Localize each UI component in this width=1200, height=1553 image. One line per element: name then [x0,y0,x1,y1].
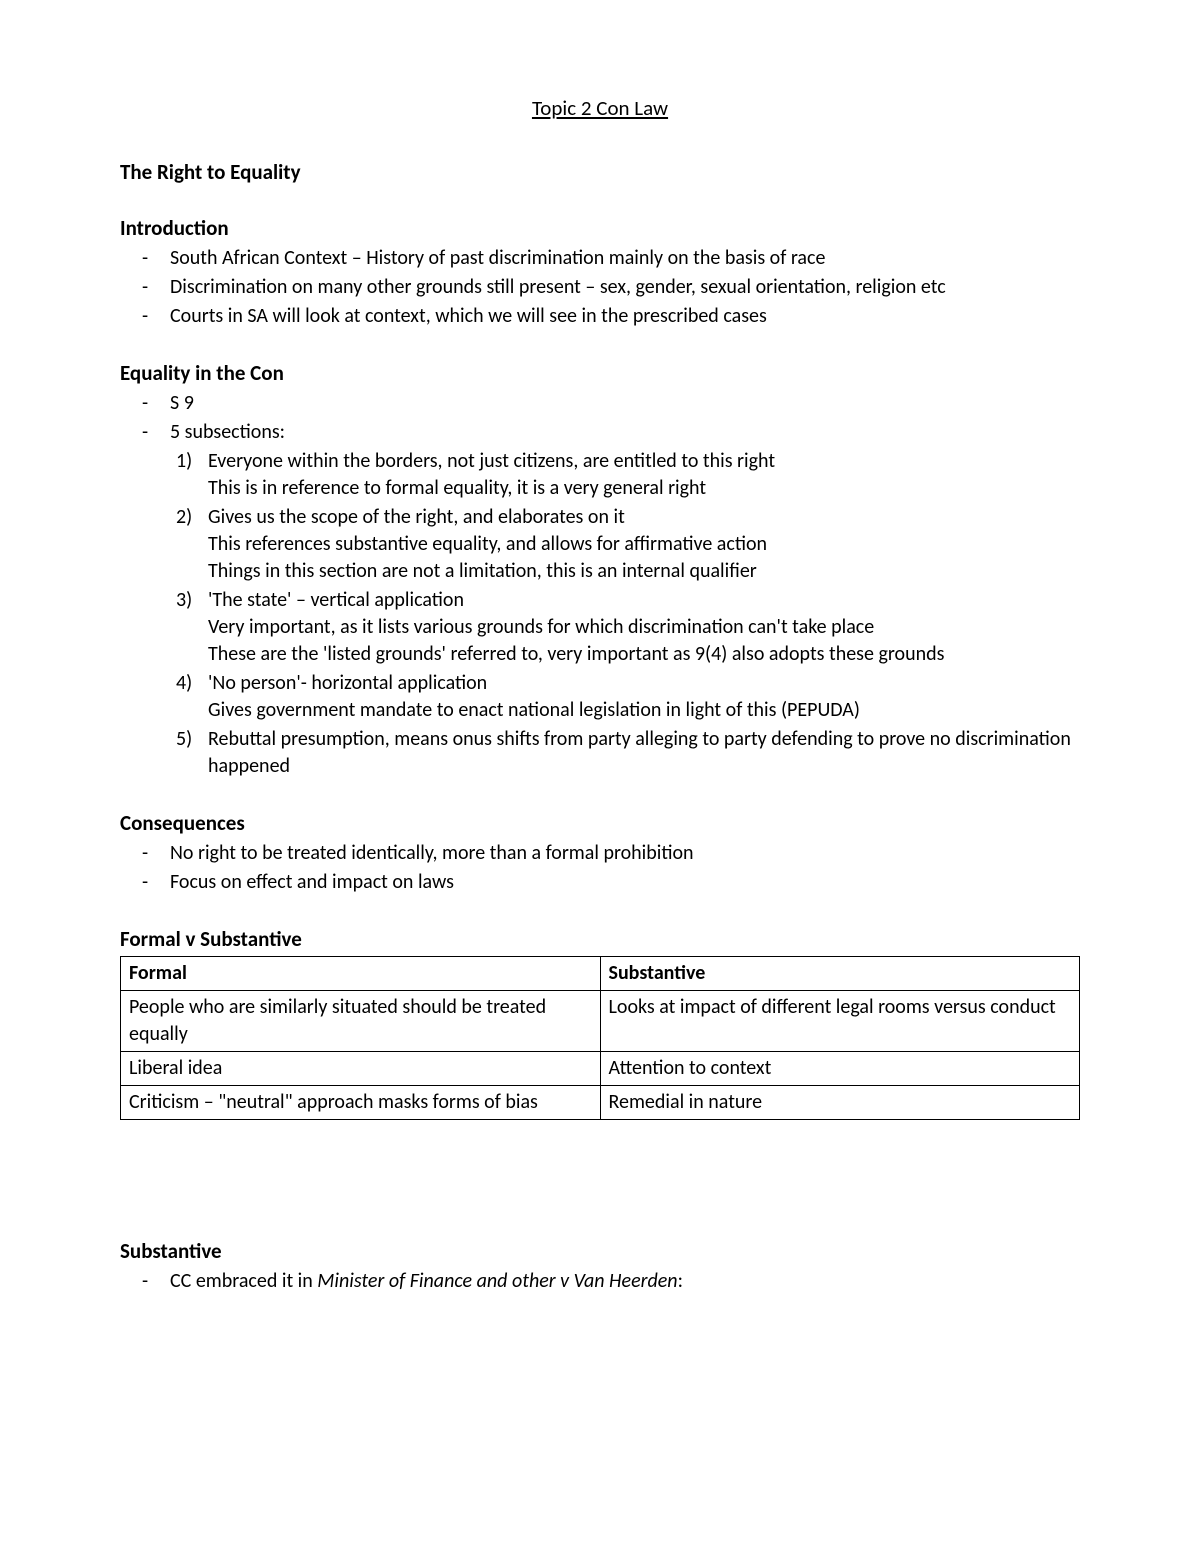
document-page: Topic 2 Con Law The Right to Equality In… [0,0,1200,1553]
list-item-main: 'The state' – vertical application [208,588,464,612]
eqcon-lead-list: S 9 5 subsections: [120,390,1080,446]
main-heading: The Right to Equality [120,159,1080,185]
text-prefix: CC embraced it in [170,1269,317,1293]
list-item: Discrimination on many other grounds sti… [170,274,1080,301]
list-item: Focus on effect and impact on laws [170,869,1080,896]
list-item: 'The state' – vertical application Very … [208,587,1080,668]
text-suffix: : [678,1269,683,1293]
list-item: Gives us the scope of the right, and ela… [208,504,1080,585]
list-item-extra: Very important, as it lists various grou… [208,615,874,639]
section-heading-fvs: Formal v Substantive [120,926,1080,952]
page-title: Topic 2 Con Law [120,95,1080,121]
section-heading-cons: Consequences [120,810,1080,836]
table-cell: People who are similarly situated should… [121,991,601,1052]
list-item-extra: This is in reference to formal equality,… [208,476,706,500]
intro-list: South African Context – History of past … [120,245,1080,330]
table-cell: Criticism – "neutral" approach masks for… [121,1086,601,1120]
table-cell: Attention to context [600,1052,1080,1086]
list-item: Rebuttal presumption, means onus shifts … [208,726,1080,780]
table-header-cell: Substantive [600,957,1080,991]
section-heading-subst: Substantive [120,1238,1080,1264]
section-heading-eqcon: Equality in the Con [120,360,1080,386]
table-row: Criticism – "neutral" approach masks for… [121,1086,1080,1120]
list-item: No right to be treated identically, more… [170,840,1080,867]
cons-list: No right to be treated identically, more… [120,840,1080,896]
table-row: Liberal idea Attention to context [121,1052,1080,1086]
eqcon-numbered-list: Everyone within the borders, not just ci… [120,448,1080,780]
list-item-extra: Gives government mandate to enact nation… [208,698,860,722]
table-cell: Looks at impact of different legal rooms… [600,991,1080,1052]
list-item: S 9 [170,390,1080,417]
table-row: People who are similarly situated should… [121,991,1080,1052]
list-item-main: Rebuttal presumption, means onus shifts … [208,727,1071,778]
list-item: 'No person'- horizontal application Give… [208,670,1080,724]
table-cell: Remedial in nature [600,1086,1080,1120]
list-item: Courts in SA will look at context, which… [170,303,1080,330]
list-item-main: 'No person'- horizontal application [208,671,487,695]
table-header-cell: Formal [121,957,601,991]
subst-list: CC embraced it in Minister of Finance an… [120,1268,1080,1295]
list-item-extra: This references substantive equality, an… [208,532,767,556]
list-item-extra: These are the 'listed grounds' referred … [208,642,944,666]
table-row: Formal Substantive [121,957,1080,991]
section-heading-intro: Introduction [120,215,1080,241]
list-item-main: Everyone within the borders, not just ci… [208,449,775,473]
list-item: Everyone within the borders, not just ci… [208,448,1080,502]
list-item: South African Context – History of past … [170,245,1080,272]
comparison-table: Formal Substantive People who are simila… [120,956,1080,1120]
list-item-main: Gives us the scope of the right, and ela… [208,505,625,529]
case-name-italic: Minister of Finance and other v Van Heer… [317,1269,677,1293]
table-cell: Liberal idea [121,1052,601,1086]
list-item: 5 subsections: [170,419,1080,446]
list-item-extra: Things in this section are not a limitat… [208,559,757,583]
list-item: CC embraced it in Minister of Finance an… [170,1268,1080,1295]
